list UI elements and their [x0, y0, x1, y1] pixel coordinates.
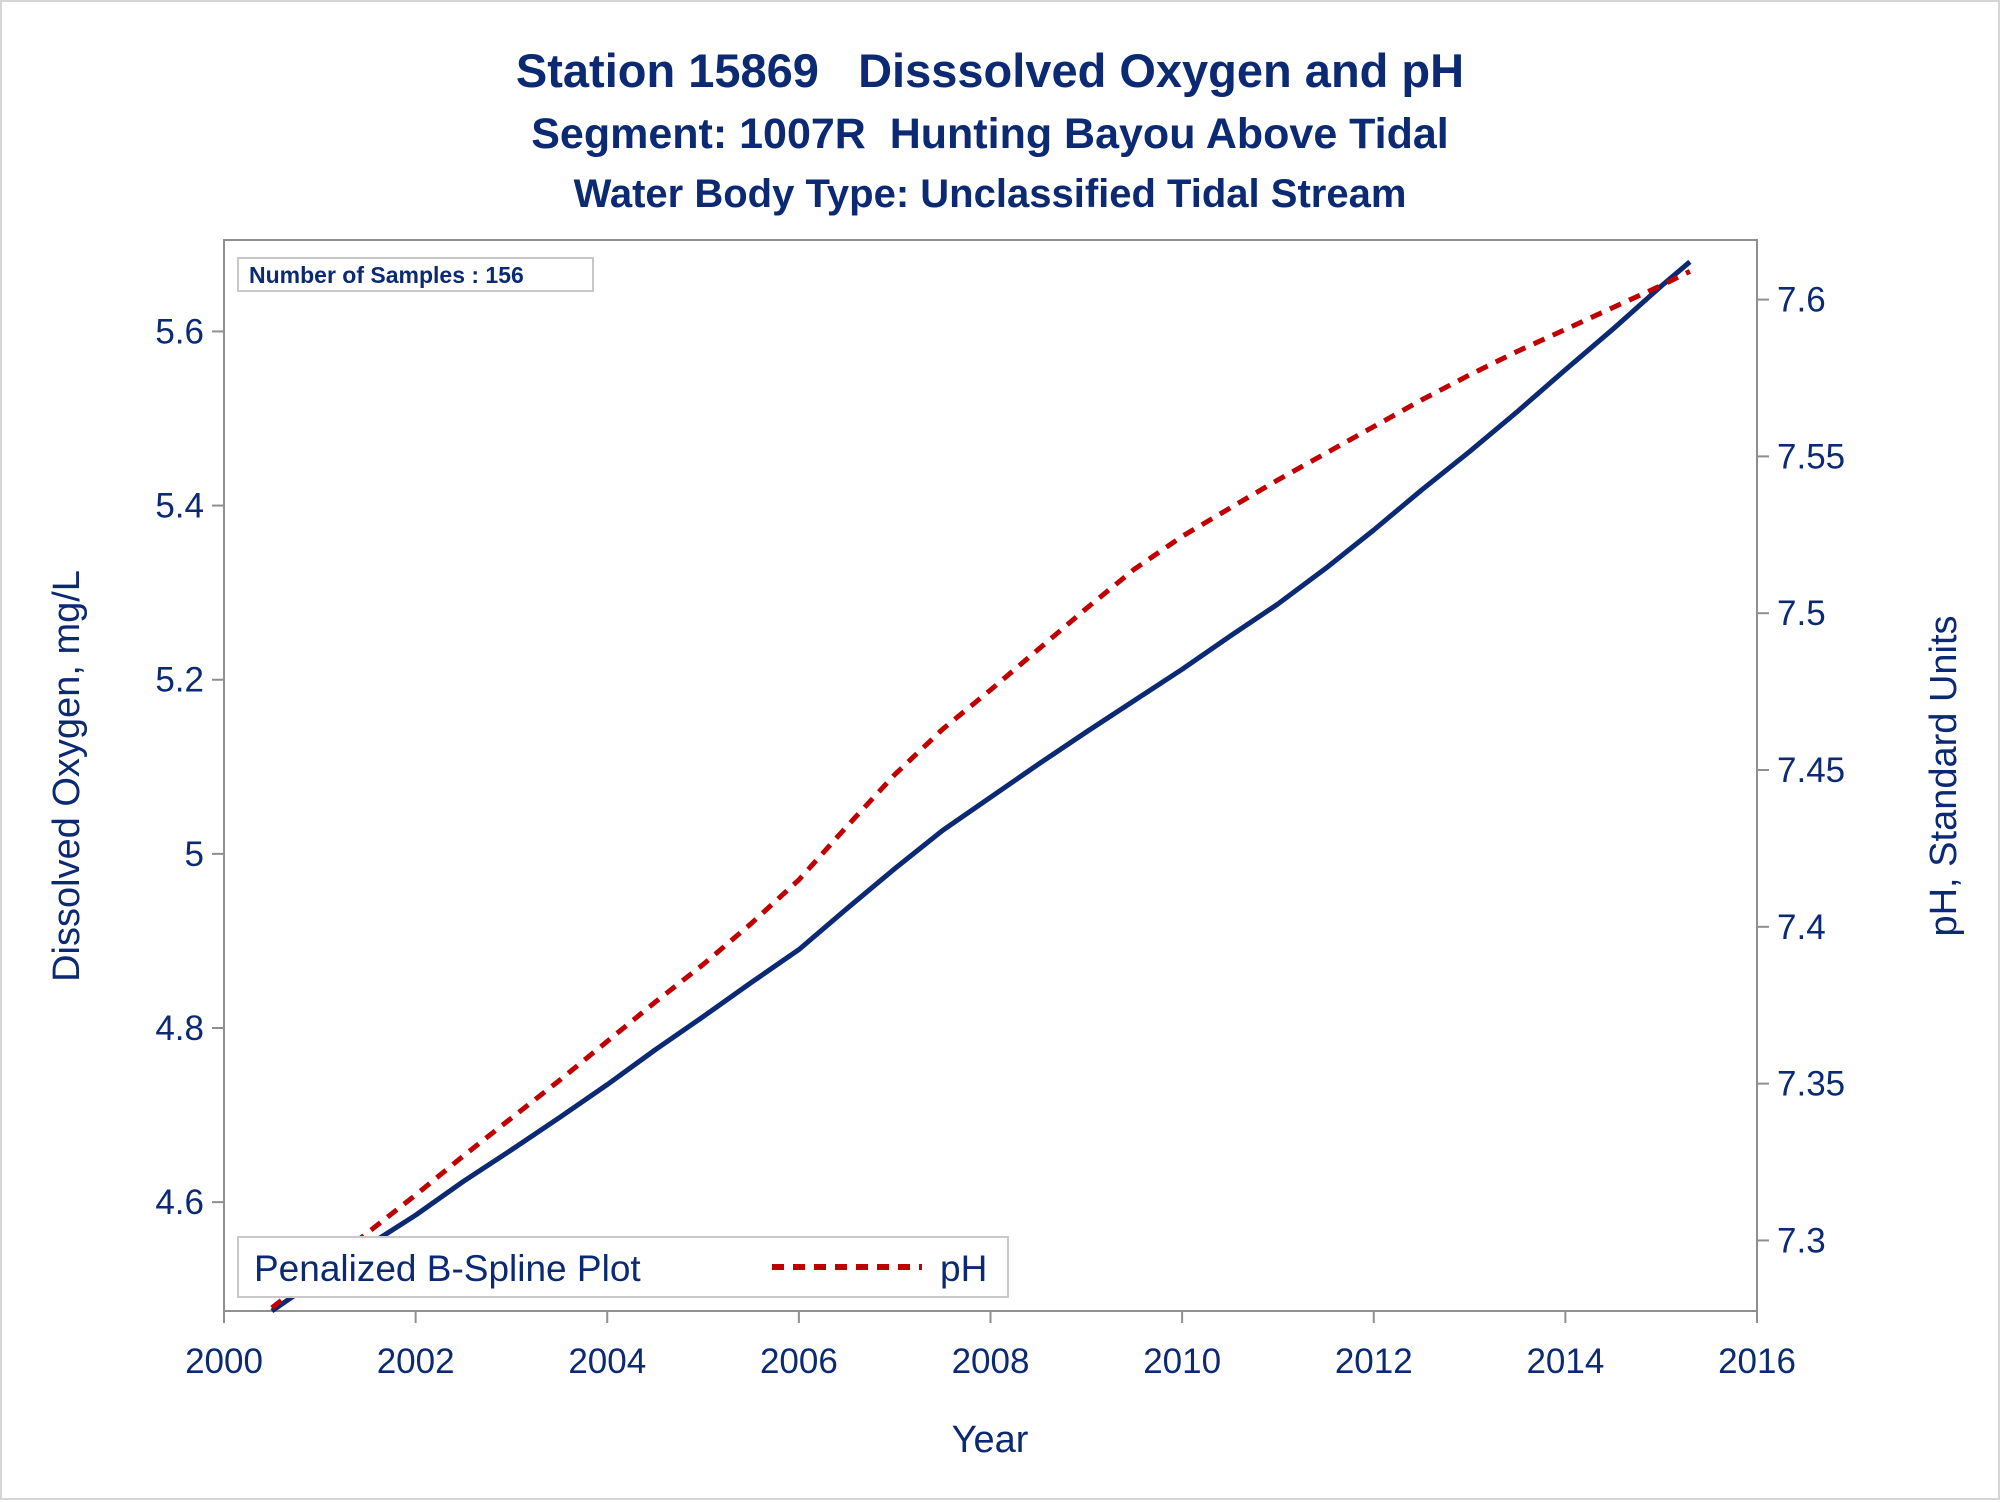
x-axis: 2000 2002 2004 2006 2008 2010 2012 2014 2016 [185, 1311, 1796, 1381]
x-tick-label: 2006 [760, 1342, 838, 1381]
y2-tick-label: 7.45 [1777, 751, 1845, 790]
y-tick-label: 4.6 [155, 1183, 204, 1222]
legend-ph-label: pH [940, 1248, 987, 1289]
y2-tick-label: 7.3 [1777, 1221, 1826, 1260]
y-axis-label: Dissolved Oxygen, mg/L [46, 570, 88, 982]
y2-tick-label: 7.6 [1777, 281, 1826, 320]
ph-series-line [270, 269, 1692, 1310]
x-tick-label: 2016 [1718, 1342, 1796, 1381]
y-tick-label: 5.4 [155, 487, 204, 526]
chart-subtitle-2: Water Body Type: Unclassified Tidal Stre… [574, 172, 1407, 216]
x-tick-label: 2002 [377, 1342, 455, 1381]
series-layer [270, 259, 1692, 1314]
chart-title: Station 15869 Disssolved Oxygen and pH [516, 44, 1464, 97]
y-axis-left: 4.6 4.8 5 5.2 5.4 5.6 [155, 312, 224, 1222]
y-tick-label: 4.8 [155, 1009, 204, 1048]
y2-tick-label: 7.55 [1777, 437, 1845, 476]
sample-count-text: Number of Samples : 156 [249, 262, 524, 288]
y-tick-label: 5.2 [155, 661, 204, 700]
y2-axis-label: pH, Standard Units [1923, 615, 1965, 936]
legend-title: Penalized B-Spline Plot [254, 1248, 641, 1289]
y-tick-label: 5 [185, 835, 204, 874]
y-axis-right: 7.3 7.35 7.4 7.45 7.5 7.55 7.6 [1757, 281, 1845, 1260]
x-tick-label: 2008 [952, 1342, 1030, 1381]
y2-tick-label: 7.35 [1777, 1065, 1845, 1104]
x-tick-label: 2004 [568, 1342, 646, 1381]
x-tick-label: 2012 [1335, 1342, 1413, 1381]
dissolved-oxygen-series-line [270, 259, 1692, 1314]
chart-subtitle: Segment: 1007R Hunting Bayou Above Tidal [531, 110, 1449, 158]
sample-count-box: Number of Samples : 156 [237, 257, 594, 292]
legend: Penalized B-Spline Plot pH [237, 1236, 1009, 1298]
x-tick-label: 2000 [185, 1342, 263, 1381]
y2-tick-label: 7.4 [1777, 908, 1826, 947]
sample-count-frame [237, 257, 594, 292]
x-axis-label: Year [952, 1419, 1029, 1461]
y-tick-label: 5.6 [155, 312, 204, 351]
x-tick-label: 2010 [1143, 1342, 1221, 1381]
x-tick-label: 2014 [1526, 1342, 1604, 1381]
y2-tick-label: 7.5 [1777, 594, 1826, 633]
